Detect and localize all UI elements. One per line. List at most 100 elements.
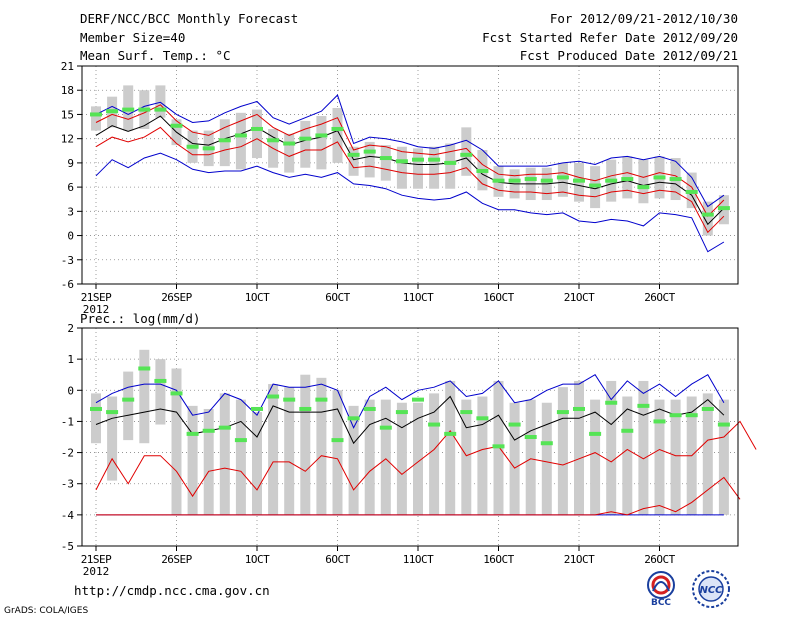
- precipitation-median-marker: [637, 403, 650, 408]
- precipitation-median-marker: [106, 410, 119, 415]
- temperature-median-marker: [154, 107, 167, 112]
- precipitation-ytick-label: -3: [61, 478, 74, 491]
- temperature-median-marker: [556, 175, 569, 180]
- forecast-produced-date: Fcst Produced Date 2012/09/21: [519, 48, 738, 63]
- temperature-median-marker: [379, 156, 392, 161]
- temperature-median-marker: [605, 178, 618, 183]
- precipitation-box: [413, 402, 423, 515]
- bcc-logo-text: BCC: [651, 598, 671, 607]
- temperature-box: [380, 145, 391, 181]
- precipitation-xtick-label: 21OCT: [564, 553, 595, 566]
- precipitation-median-marker: [605, 400, 618, 405]
- temperature-box: [235, 112, 246, 170]
- temperature-ytick-label: -6: [61, 278, 74, 291]
- temperature-median-marker: [234, 133, 247, 138]
- precipitation-median-marker: [701, 406, 714, 411]
- precipitation-median-marker: [573, 406, 585, 411]
- precipitation-box: [574, 380, 584, 515]
- precipitation-box: [364, 399, 375, 515]
- precipitation-box: [284, 387, 295, 515]
- temperature-median-marker: [540, 178, 553, 183]
- temperature-xtick-label: 21OCT: [564, 291, 595, 304]
- temperature-median-marker: [637, 185, 650, 190]
- precipitation-box: [477, 396, 488, 515]
- precipitation-median-marker: [460, 410, 473, 415]
- temperature-median-marker: [589, 183, 602, 188]
- temperature-ytick-label: 18: [61, 84, 74, 97]
- temperature-ytick-label: 12: [61, 133, 74, 146]
- precipitation-xtick-label: 16OCT: [483, 553, 514, 566]
- temperature-median-marker: [653, 175, 666, 180]
- precipitation-xlabel-year: 2012: [83, 565, 110, 578]
- temperature-ytick-label: 21: [61, 60, 74, 73]
- precipitation-box: [203, 408, 214, 515]
- temperature-median-marker: [90, 112, 102, 117]
- precipitation-median-marker: [540, 441, 553, 446]
- temperature-xtick-label: 11OCT: [403, 291, 434, 304]
- temperature-median-marker: [508, 178, 521, 183]
- precipitation-box: [139, 349, 150, 444]
- precipitation-box: [219, 393, 230, 515]
- precipitation-median-marker: [476, 416, 489, 421]
- temperature-xlabel-year: 2012: [83, 303, 110, 316]
- grads-credit: GrADS: COLA/IGES: [4, 606, 89, 616]
- footer-url[interactable]: http://cmdp.ncc.cma.gov.cn: [74, 583, 270, 598]
- temperature-xtick-label: 1OCT: [245, 291, 270, 304]
- precipitation-box: [332, 390, 343, 515]
- temperature-median-marker: [701, 212, 714, 217]
- precipitation-frame: [81, 327, 739, 547]
- precipitation-median-marker: [299, 406, 312, 411]
- precipitation-box: [702, 393, 713, 515]
- precip-panel-title: Prec.: log(mm/d): [80, 311, 200, 326]
- precipitation-median-marker: [186, 431, 199, 436]
- precipitation-box: [348, 405, 359, 515]
- temperature-box: [413, 148, 423, 189]
- precipitation-median-marker: [122, 397, 135, 402]
- precipitation-median-marker: [508, 422, 521, 427]
- precipitation-median-marker: [251, 406, 263, 411]
- precipitation-median-marker: [170, 391, 183, 396]
- temperature-box: [461, 127, 472, 176]
- precipitation-ytick-label: 0: [67, 384, 74, 397]
- precipitation-lower-spread-line: [96, 476, 741, 516]
- precipitation-box: [525, 399, 536, 515]
- precipitation-box: [541, 402, 552, 515]
- temperature-box: [445, 143, 456, 189]
- temperature-median-marker: [476, 168, 489, 173]
- precipitation-box: [123, 371, 134, 441]
- temperature-ytick-label: 0: [67, 230, 74, 243]
- precipitation-box: [380, 399, 391, 515]
- precipitation-median-marker: [685, 413, 698, 418]
- precipitation-median-marker: [363, 406, 376, 411]
- temperature-box: [252, 109, 262, 159]
- precipitation-median-marker: [412, 397, 424, 402]
- precipitation-median-marker: [524, 435, 537, 439]
- temperature-median-marker: [106, 109, 119, 114]
- temperature-median-marker: [573, 178, 585, 183]
- temperature-ytick-label: 3: [67, 205, 74, 218]
- temperature-xtick-label: 6OCT: [325, 291, 350, 304]
- precipitation-median-marker: [492, 444, 505, 449]
- temperature-median-marker: [444, 160, 457, 165]
- precipitation-median-marker: [379, 425, 392, 430]
- precipitation-median-marker: [347, 416, 360, 421]
- temperature-xtick-label: 21SEP: [81, 291, 112, 304]
- temperature-median-marker: [347, 152, 360, 157]
- precipitation-box: [654, 399, 665, 515]
- precipitation-median-marker: [154, 378, 167, 383]
- precipitation-box: [590, 399, 601, 515]
- temperature-xtick-label: 16OCT: [483, 291, 514, 304]
- precipitation-box: [91, 393, 101, 444]
- temperature-median-marker: [299, 136, 312, 141]
- temperature-ytick-label: 15: [61, 108, 74, 121]
- temperature-box: [364, 141, 375, 178]
- temperature-ytick-label: -3: [61, 254, 74, 267]
- precipitation-box: [300, 374, 311, 515]
- temperature-median-marker: [685, 189, 698, 194]
- temperature-lower-spread-line: [95, 126, 725, 234]
- temperature-median-marker: [283, 141, 296, 146]
- temperature-upper-spread-line: [95, 104, 725, 218]
- top-panel-variable: Mean Surf. Temp.: °C: [80, 48, 231, 63]
- temperature-box: [284, 133, 295, 173]
